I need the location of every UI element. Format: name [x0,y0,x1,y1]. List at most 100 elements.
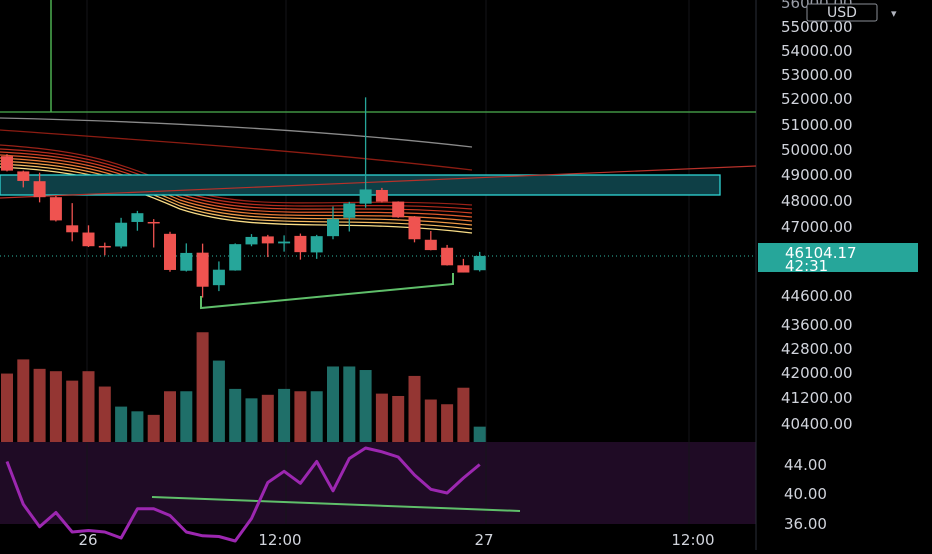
candle-body-down [98,245,111,248]
candle-body-down [33,181,46,198]
volume-bar [359,370,372,442]
rsi-pane-background [0,442,756,524]
volume-bar [441,404,454,442]
volume-bar [180,391,193,442]
price-tick-label: 48000.00 [781,192,853,210]
volume-bar [229,388,242,442]
volume-bar [66,380,79,442]
rsi-tick-label: 40.00 [784,485,827,503]
candle-body-up [343,203,356,218]
volume-bar [115,406,128,442]
candle-body-down [1,156,13,171]
rsi-tick-label: 36.00 [784,515,827,533]
candle-body-down [375,189,388,202]
volume-bar [98,386,111,442]
volume-bar [17,359,30,442]
ma-ribbon-4 [0,154,473,218]
candle-body-down [17,171,30,181]
price-tick-label: 55000.00 [781,18,853,36]
volume-bar [392,395,405,442]
currency-badge[interactable]: USD ▾ [806,3,897,22]
volume-bar [261,394,274,442]
volume-bar [424,399,437,442]
price-tick-label: 50000.00 [781,141,853,159]
candle-body-up [278,241,291,244]
time-tick-label: 12:00 [258,531,301,549]
candle-body-down [424,239,437,251]
price-tick-label: 54000.00 [781,42,853,60]
time-tick-label: 26 [78,531,97,549]
volume-bar [278,388,291,442]
candle-body-up [229,244,242,271]
ma-ribbon-8 [0,166,473,234]
volume-bar [196,332,209,442]
candle-body-down [82,232,95,247]
candlesticks [1,97,486,298]
volume-bar [212,360,225,442]
volume-bar [164,391,176,442]
ma-200-line [0,117,473,148]
time-axis[interactable]: 26 12:00 27 12:00 [78,531,714,549]
price-tick-label: 47000.00 [781,218,853,236]
candle-body-down [66,225,79,233]
rising-trendline[interactable] [0,165,757,199]
price-tick-label: 43600.00 [781,316,853,334]
candle-body-up [310,236,323,253]
candle-body-up [180,252,193,271]
volume-bar [131,411,144,442]
volume-bars [1,332,486,442]
volume-bar [343,366,356,442]
price-tick-label: 41200.00 [781,389,853,407]
rsi-tick-label: 44.00 [784,456,827,474]
candle-body-up [359,189,372,204]
price-tick-label: 40400.00 [781,415,853,433]
volume-bar [245,398,258,442]
ma-100-line [0,129,473,171]
bullish-divergence-line[interactable] [200,273,454,310]
volume-bar [375,393,388,442]
price-tick-label: 42800.00 [781,340,853,358]
volume-bar [147,414,160,442]
volume-bar [457,387,470,442]
current-price-label: 46104.17 42:31 [758,243,918,275]
candle-body-down [164,233,176,270]
rsi-axis[interactable]: 44.00 40.00 36.00 [784,456,827,533]
rsi-line [5,446,481,543]
candle-body-down [441,247,454,266]
rsi-indicator [5,446,521,543]
candle-body-up [131,213,144,222]
candle-body-down [261,236,274,244]
time-tick-label: 27 [474,531,493,549]
candle-body-up [115,222,128,247]
price-tick-label: 44600.00 [781,287,853,305]
candle-body-up [327,219,339,237]
volume-bar [327,366,339,442]
price-tick-label: 53000.00 [781,66,853,84]
time-tick-label: 12:00 [671,531,714,549]
candle-body-down [392,201,405,218]
ma-ribbon-3 [0,151,473,214]
ma-ribbon-6 [0,160,473,226]
moving-averages [0,117,473,234]
volume-bar [33,368,46,442]
currency-dropdown-icon[interactable]: ▾ [891,7,897,20]
candle-body-up [473,255,486,271]
candle-body-up [212,269,225,286]
candle-body-down [49,197,62,221]
ma-ribbon-5 [0,157,473,222]
volume-bar [82,371,95,442]
price-axis[interactable]: 56000.00 55000.00 54000.00 53000.00 5200… [781,0,853,433]
candle-body-up [245,236,258,245]
volume-bar [1,373,13,442]
current-price-value: 46104.17 [785,244,857,262]
price-tick-label: 42000.00 [781,364,853,382]
candle-body-down [408,216,421,240]
price-tick-label: 49000.00 [781,166,853,184]
candle-body-down [294,235,307,253]
rsi-divergence-line[interactable] [151,496,521,512]
candle-countdown: 42:31 [785,257,828,275]
volume-bar [49,371,62,442]
volume-bar [408,375,421,442]
